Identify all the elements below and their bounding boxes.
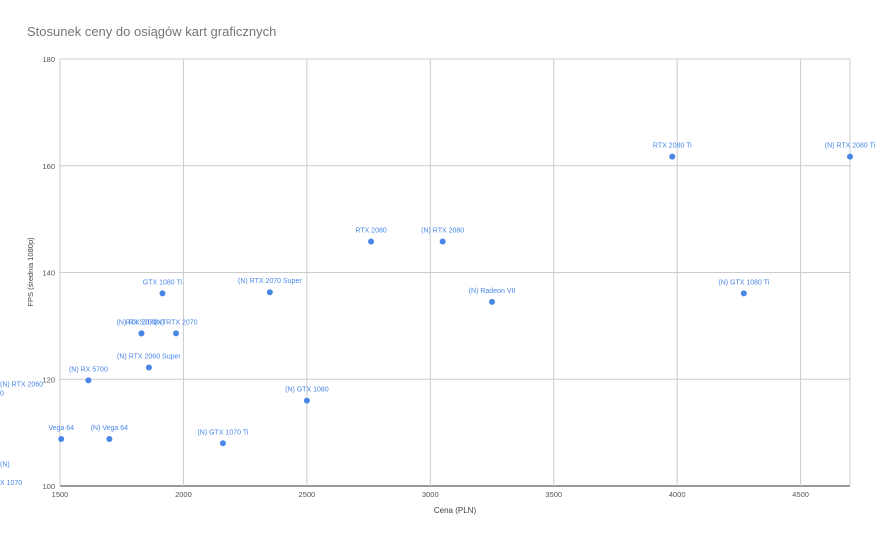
gridlines [59, 58, 851, 487]
y-tick-label: 100 [42, 482, 55, 491]
data-point [303, 397, 310, 404]
y-tick-label: 140 [42, 269, 55, 278]
x-tick-label: 2500 [299, 490, 316, 499]
y-tick-label: 160 [42, 162, 55, 171]
data-point [173, 330, 180, 337]
data-label: (N) RX 5700 XT [117, 319, 168, 326]
data-point [669, 153, 676, 160]
data-point [159, 290, 166, 297]
data-point [85, 377, 92, 384]
x-axis-label: Cena (PLN) [434, 506, 477, 515]
data-label: (N) RX 5700 [69, 366, 108, 373]
data-point [219, 440, 226, 447]
x-tick-label: 4500 [792, 490, 809, 499]
data-label: X 1070 [0, 480, 22, 487]
y-tick-label: 120 [42, 375, 55, 384]
data-label: (N) RTX 2070 [155, 319, 198, 326]
data-points: RTX 2080 Ti (N) RTX 2080 Ti RTX 2080 (N) RT… [0, 143, 876, 487]
data-label: (N) RTX 2060 Super [117, 354, 181, 361]
tick-labels: 100 120 140 160 180 1500 2000 2500 3000 3500 4000 4… [42, 55, 808, 499]
x-tick-label: 3500 [545, 490, 562, 499]
x-tick-label: 1500 [52, 490, 69, 499]
data-label: (N) Radeon VII [469, 288, 516, 295]
data-label: (N) [0, 461, 10, 468]
data-label: (N) RTX 2070 Super [238, 278, 302, 285]
chart-title: Stosunek ceny do osiągów kart graficznyc… [27, 24, 277, 39]
y-tick-label: 180 [42, 55, 55, 64]
data-point [106, 436, 113, 443]
data-point [489, 298, 496, 305]
x-tick-label: 2000 [175, 490, 192, 499]
data-point [847, 153, 853, 160]
data-point [58, 436, 65, 443]
data-label: RTX 2080 [355, 228, 386, 235]
data-label: GTX 1080 Ti [143, 279, 183, 286]
y-axis-label: FPS (średnia 1080p) [26, 237, 35, 307]
data-point [368, 238, 375, 245]
x-tick-label: 3000 [422, 490, 439, 499]
data-label: RTX 2070 [126, 319, 157, 326]
data-label: (N) RTX 2080 [421, 228, 464, 235]
data-label: (N) GTX 1080 [285, 387, 329, 394]
data-label: Vega 64 [48, 425, 74, 432]
data-point [439, 238, 446, 245]
x-tick-label: 4000 [669, 490, 686, 499]
data-point [138, 330, 145, 337]
data-point [740, 290, 747, 297]
data-label: 0 [0, 390, 4, 397]
data-point [145, 364, 152, 371]
data-point [266, 289, 273, 296]
data-label: (N) RTX 2080 Ti [825, 143, 876, 150]
data-label: (N) RTX 2060 [0, 381, 43, 388]
data-label: (N) Vega 64 [91, 425, 128, 432]
data-label: (N) GTX 1080 Ti [718, 279, 769, 286]
data-label: (N) GTX 1070 Ti [197, 429, 248, 436]
data-label: RTX 2080 Ti [653, 143, 692, 150]
